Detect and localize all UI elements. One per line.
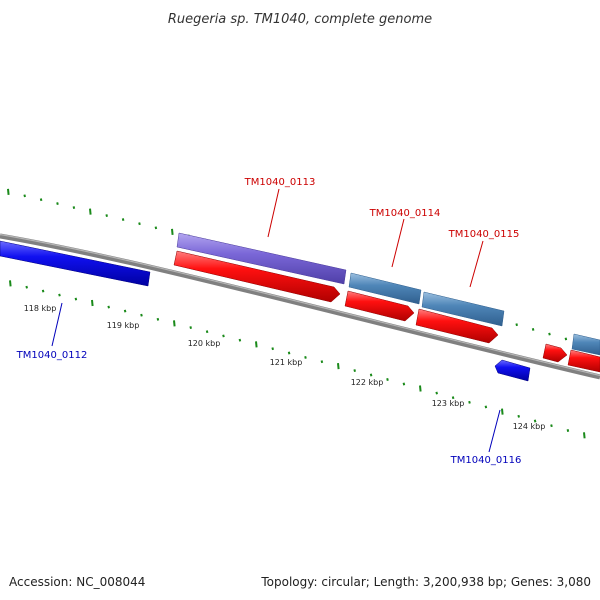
gene-small-red-arrow[interactable] (542, 343, 568, 363)
lower-minor-tick (25, 285, 28, 289)
feature-steelblue-bar-2[interactable] (421, 291, 505, 327)
lower-minor-tick (271, 347, 274, 351)
upper-major-tick (171, 228, 174, 235)
gene-TM1040_0113-arrow[interactable] (173, 250, 341, 303)
upper-minor-tick (23, 194, 26, 198)
scale-label-121: 121 kbp (270, 358, 303, 367)
scale-label-118: 118 kbp (24, 304, 57, 313)
gene-label-TM1040_0112[interactable]: TM1040_0112 (16, 350, 88, 361)
leader-TM1040_0112 (51, 302, 63, 347)
lower-minor-tick (74, 297, 78, 301)
lower-minor-tick (287, 351, 291, 355)
genome-backbone (0, 233, 600, 380)
scale-label-124: 124 kbp (513, 422, 546, 431)
lower-minor-tick (451, 396, 455, 400)
gene-TM1040_0112-bar[interactable] (0, 240, 151, 287)
lower-minor-tick (566, 429, 570, 432)
upper-minor-tick (515, 323, 518, 327)
lower-minor-tick (353, 369, 356, 373)
gene-TM1040_0116-arrow[interactable] (494, 359, 531, 382)
lower-minor-tick (58, 293, 61, 297)
lower-minor-tick (41, 289, 45, 293)
genome-backbone-highlight (0, 233, 600, 377)
upper-minor-tick (531, 327, 535, 331)
map-title: Ruegeria sp. TM1040, complete genome (168, 12, 432, 27)
upper-minor-tick (121, 218, 125, 222)
lower-minor-tick (123, 309, 127, 313)
gene-TM1040_0115-arrow[interactable] (415, 308, 499, 344)
scale-label-122: 122 kbp (351, 378, 384, 387)
scale-label-120: 120 kbp (188, 339, 221, 348)
gene-edge-red-bar[interactable] (567, 349, 600, 373)
upper-minor-tick (564, 337, 568, 341)
upper-major-tick (7, 188, 10, 195)
lower-minor-tick (304, 355, 307, 359)
lower-minor-tick (320, 360, 324, 364)
lower-minor-tick (107, 305, 110, 309)
lower-minor-tick (369, 373, 373, 377)
lower-minor-tick (156, 317, 160, 321)
upper-minor-tick (154, 226, 158, 230)
feature-steelblue-bar-1[interactable] (348, 272, 422, 305)
gene-label-TM1040_0114[interactable]: TM1040_0114 (369, 208, 441, 219)
lower-major-tick (9, 280, 12, 287)
lower-minor-tick (517, 414, 520, 418)
leader-TM1040_0113 (267, 188, 280, 238)
lower-minor-tick (484, 405, 488, 409)
lower-minor-tick (140, 313, 143, 317)
gene-TM1040_0114-arrow[interactable] (344, 290, 415, 322)
lower-minor-tick (402, 382, 406, 386)
feature-steelblue-bar-3[interactable] (571, 333, 600, 356)
scale-label-123: 123 kbp (432, 399, 465, 408)
upper-minor-tick (138, 222, 141, 226)
upper-minor-tick (56, 202, 59, 206)
lower-minor-tick (386, 378, 389, 381)
lower-minor-tick (533, 419, 537, 423)
lower-minor-tick (189, 326, 192, 330)
lower-major-tick (419, 385, 422, 392)
upper-minor-tick (548, 332, 551, 336)
lower-major-tick (173, 320, 176, 327)
lower-minor-tick (435, 391, 438, 395)
lower-major-tick (337, 363, 340, 370)
lower-major-tick (583, 432, 586, 439)
lower-minor-tick (468, 400, 471, 404)
lower-minor-tick (222, 334, 225, 338)
upper-minor-tick (39, 198, 43, 202)
accession-text: Accession: NC_008044 (9, 575, 145, 589)
leader-TM1040_0115 (469, 240, 484, 288)
gene-label-TM1040_0115[interactable]: TM1040_0115 (448, 229, 520, 240)
upper-major-tick (89, 208, 92, 215)
lower-minor-tick (550, 424, 553, 428)
lower-major-tick (255, 341, 258, 348)
lower-minor-tick (238, 338, 242, 342)
upper-minor-tick (72, 206, 76, 210)
upper-minor-tick (105, 214, 108, 218)
scale-label-119: 119 kbp (107, 321, 140, 330)
leader-TM1040_0116 (488, 409, 501, 453)
genome-stats-text: Topology: circular; Length: 3,200,938 bp… (260, 575, 591, 589)
lower-major-tick (501, 408, 504, 415)
feature-purple-bar[interactable] (176, 232, 347, 285)
gene-label-TM1040_0113[interactable]: TM1040_0113 (244, 177, 316, 188)
lower-tick-track (9, 280, 586, 439)
lower-major-tick (91, 299, 94, 307)
gene-label-TM1040_0116[interactable]: TM1040_0116 (450, 455, 522, 466)
lower-minor-tick (205, 330, 209, 334)
leader-TM1040_0114 (391, 218, 405, 268)
